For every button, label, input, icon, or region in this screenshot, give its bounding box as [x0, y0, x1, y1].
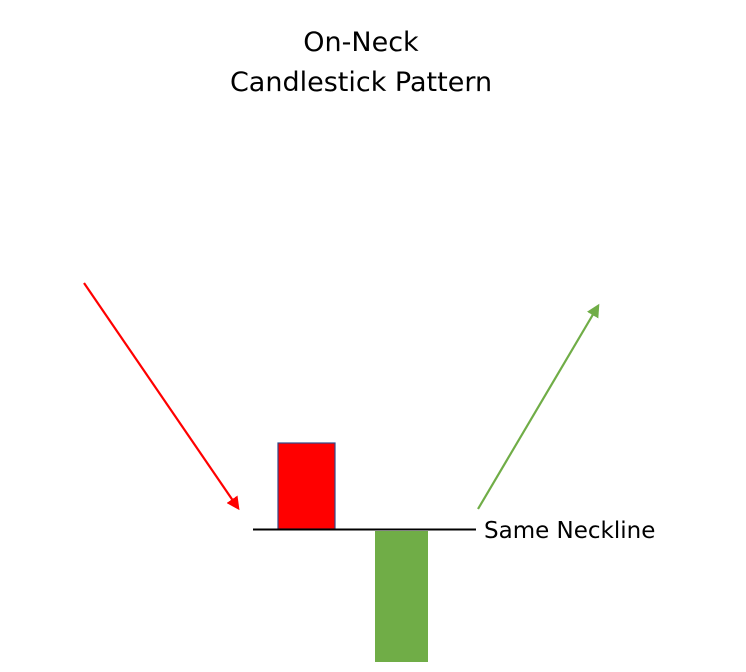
neckline-label: Same Neckline [484, 518, 655, 544]
title-line-2: Candlestick Pattern [230, 67, 492, 98]
bullish-candle [375, 531, 428, 662]
bearish-candle [277, 442, 336, 530]
downtrend-arrow [83, 282, 240, 511]
uptrend-arrow [477, 303, 600, 510]
title-line-1: On-Neck [303, 27, 419, 58]
